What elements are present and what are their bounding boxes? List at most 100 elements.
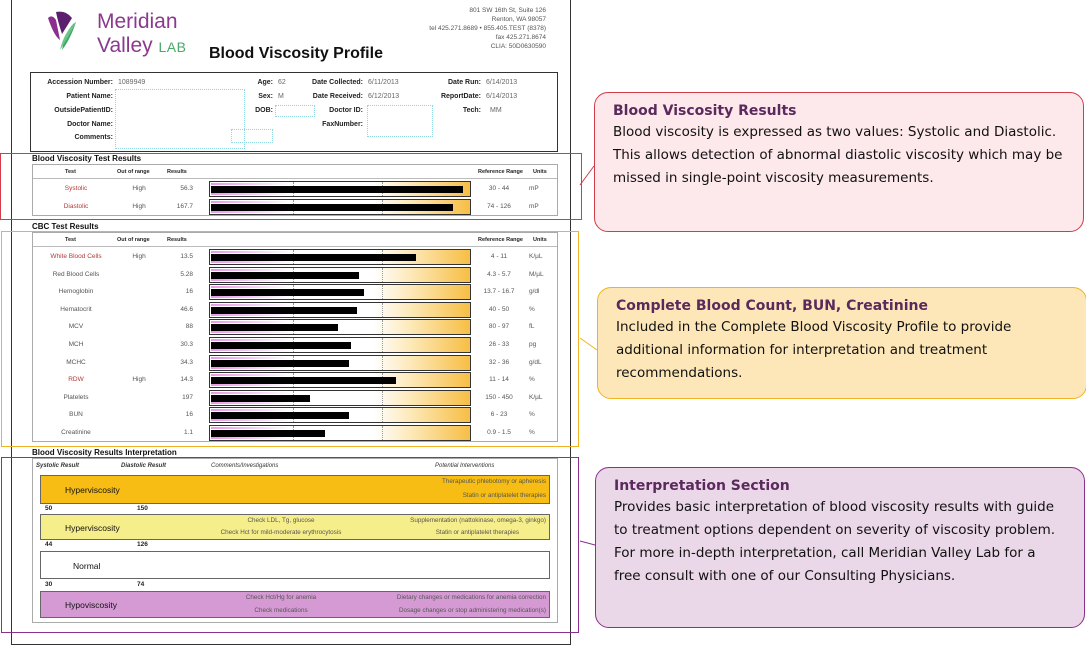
callout-viscosity-results: Blood Viscosity Results Blood viscosity … [594,92,1084,232]
diastolic-result-header: Diastolic Result [121,463,167,469]
result-bar [209,389,471,406]
callout-text: Provides basic interpretation of blood v… [614,499,1056,584]
test-name: Red Blood Cells [52,270,100,278]
doctor-id-input [367,105,433,137]
test-name: Hematocrit [60,305,92,313]
result-bar [209,372,471,389]
test-name: Hemoglobin [58,288,94,296]
patient-name-input [115,89,245,149]
lab-address: 801 SW 16th St, Suite 126 Renton, WA 980… [429,6,546,51]
date-collected-field: Date Collected: 6/11/2013 [312,79,399,86]
result-value: 16 [185,411,193,419]
patient-info-box: Accession Number: 1089949 Patient Name: O… [30,72,558,152]
test-name: Creatinine [61,429,91,436]
callout-title: Blood Viscosity Results [613,103,797,119]
out-of-range-flag: High [132,185,146,192]
result-bar [209,425,471,441]
result-value: 56.3 [180,185,193,192]
units: % [529,429,535,436]
callout-interpretation: Interpretation Section Provides basic in… [595,467,1085,628]
units: K/µL [529,393,543,401]
callout-title: Interpretation Section [614,478,790,494]
out-of-range-flag: High [132,203,146,210]
units: mP [529,185,539,192]
report-title: Blood Viscosity Profile [209,45,383,62]
result-value: 88 [185,323,193,331]
out-of-range-flag: High [132,253,146,260]
band-severe-hyperviscosity: Hyperviscosity Therapeutic phlebotomy or… [40,475,550,504]
reference-range: 32 - 36 [488,358,510,366]
interpretation-section-title: Blood Viscosity Results Interpretation [32,448,177,457]
col-header-test: Test [65,169,76,175]
callout-text: Blood viscosity is expressed as two valu… [613,124,1063,186]
cbc-section-title: CBC Test Results [32,222,99,231]
result-bar [209,301,471,318]
brand-line-2: Valley [97,34,153,57]
callout-title: Complete Blood Count, BUN, Creatinine [616,298,928,314]
reference-range: 150 - 450 [485,393,513,401]
reference-range: 80 - 97 [488,323,510,331]
reference-range: 74 - 126 [487,203,511,210]
doctor-name-field: Doctor Name: [67,121,113,128]
col-header-results: Results [167,237,187,243]
result-value: 5.28 [180,270,193,278]
systolic-result-header: Systolic Result [36,463,80,469]
diastolic-threshold: 74 [137,581,145,588]
interpretation-table: Systolic Result Diastolic Result Comment… [32,458,558,623]
result-bar [209,284,471,301]
comments-field: Comments: [74,134,113,141]
dob-field: DOB: [255,107,273,114]
lab-report-page: Meridian Valley LAB Blood Viscosity Prof… [11,0,571,645]
sex-field: Sex: M [258,93,284,100]
brand-name: Meridian Valley LAB [97,10,186,59]
patient-name-field: Patient Name: [66,93,113,100]
test-name: Diastolic [63,203,89,210]
systolic-threshold: 50 [45,505,53,512]
test-name: Platelets [63,393,89,401]
comments-header: Comments/Investigations [211,463,279,469]
col-header-test: Test [65,237,76,243]
result-value: 13.5 [180,253,193,260]
address-line: 801 SW 16th St, Suite 126 [469,7,546,14]
band-hypoviscosity: Hypoviscosity Check Hct/Hg for anemia Ch… [40,591,550,618]
result-value: 16 [185,288,193,296]
callout-text: Included in the Complete Blood Viscosity… [616,319,1012,381]
meridian-leaf-logo-icon [48,11,76,50]
result-bar [209,354,471,371]
units: g/dL [529,358,542,366]
viscosity-section-title: Blood Viscosity Test Results [32,154,142,163]
reference-range: 4.3 - 5.7 [487,270,511,278]
cbc-results-table: Test Out of range Results Reference Rang… [32,232,558,442]
units: % [529,376,535,384]
outside-id-field: OutsidePatientID: [54,107,113,114]
units: mP [529,203,539,210]
viscosity-results-table: Test Out of range Results Reference Rang… [32,164,558,216]
col-header-units: Units [533,237,547,243]
systolic-threshold: 30 [45,581,53,588]
result-bar [209,199,471,215]
date-received-field: Date Received: 6/12/2013 [312,93,400,100]
diastolic-threshold: 150 [137,505,148,512]
units: K/µL [529,253,543,260]
reference-range: 26 - 33 [488,341,510,348]
col-header-units: Units [533,169,547,175]
interventions-header: Potential Interventions [435,463,495,469]
col-header-results: Results [167,169,187,175]
cbc-highlight-frame [1,231,579,447]
col-header-reference-range: Reference Range [478,237,523,243]
result-bar [209,266,471,283]
test-name: White Blood Cells [50,253,102,260]
col-header-reference-range: Reference Range [478,169,523,175]
test-name: Systolic [64,185,88,192]
age-field: Age: 62 [257,79,286,86]
col-header-out-of-range: Out of range [117,169,150,175]
units: % [529,305,535,313]
address-line: Renton, WA 98057 [491,16,546,23]
doctor-id-field: Doctor ID: [329,107,363,114]
comments-input [231,129,273,143]
result-value: 14.3 [180,376,193,384]
accession-field: Accession Number: 1089949 [47,79,146,86]
dob-input [275,105,315,117]
reference-range: 6 - 23 [490,411,508,419]
interpretation-highlight-frame [1,457,579,633]
